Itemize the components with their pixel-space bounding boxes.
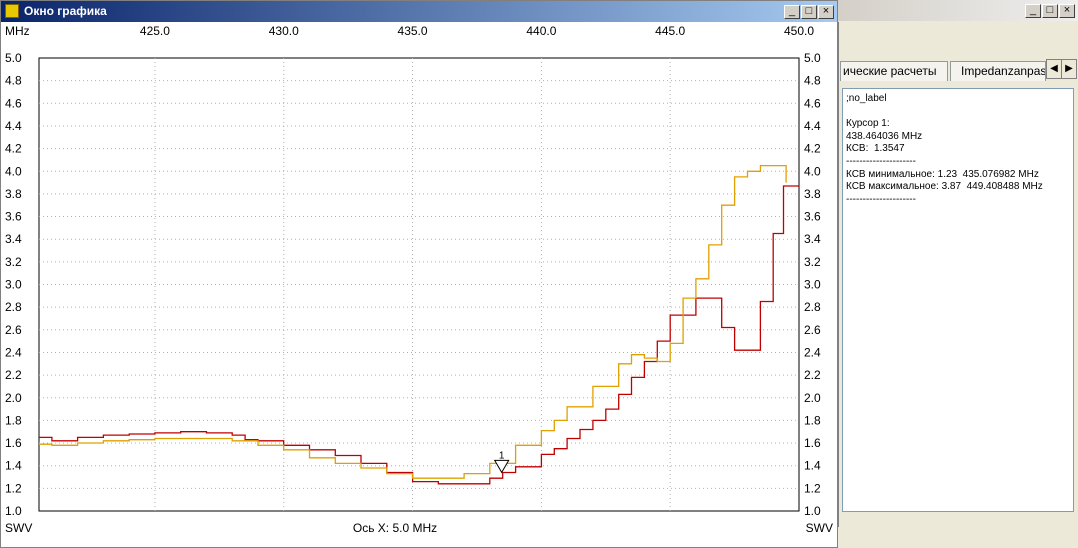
y-label-right: SWV [806, 521, 833, 535]
y-tick-label-left: 2.0 [5, 391, 22, 405]
y-tick-label-left: 2.2 [5, 368, 22, 382]
y-tick-label-left: 1.8 [5, 413, 22, 427]
y-tick-label-right: 2.6 [804, 323, 821, 337]
info-line: КСВ минимальное: 1.23 435.076982 MHz [846, 168, 1039, 180]
tab-scroll-right-icon[interactable]: ▶ [1061, 59, 1077, 79]
graph-window: Окно графика _ □ × 1.0 1.0 1.2 1.2 1.4 1.4 1.6… [0, 0, 838, 548]
y-tick-label-right: 1.6 [804, 436, 821, 450]
y-tick-label-right: 2.4 [804, 345, 821, 359]
x-tick-label: 450.0 [784, 24, 814, 38]
y-tick-label-left: 3.8 [5, 187, 22, 201]
y-tick-label-right: 4.0 [804, 164, 821, 178]
tab-strip: ические расчеты Impedanzanpas ◀ ▶ [840, 59, 1077, 81]
y-tick-label-right: 3.6 [804, 210, 821, 224]
y-tick-label-left: 4.2 [5, 142, 22, 156]
y-tick-label-left: 1.6 [5, 436, 22, 450]
x-tick-label: 445.0 [655, 24, 685, 38]
y-label-left: SWV [5, 521, 32, 535]
y-tick-label-right: 4.2 [804, 142, 821, 156]
y-tick-label-left: 4.4 [5, 119, 22, 133]
x-tick-label: 440.0 [526, 24, 556, 38]
y-tick-label-right: 2.8 [804, 300, 821, 314]
y-tick-label-left: 2.6 [5, 323, 22, 337]
x-tick-label: 425.0 [140, 24, 170, 38]
y-tick-label-right: 1.8 [804, 413, 821, 427]
y-tick-label-left: 1.0 [5, 504, 22, 518]
info-line: КСВ: 1.3547 [846, 143, 905, 155]
y-tick-label-left: 2.8 [5, 300, 22, 314]
y-tick-label-left: 3.2 [5, 255, 22, 269]
graph-window-title: Окно графика [24, 4, 107, 18]
y-tick-label-right: 4.8 [804, 74, 821, 88]
y-tick-label-right: 1.0 [804, 504, 821, 518]
y-tick-label-right: 3.2 [804, 255, 821, 269]
y-tick-label-right: 1.4 [804, 459, 821, 473]
side-window-titlebar[interactable]: _ □ × [838, 0, 1078, 21]
y-tick-label-left: 3.6 [5, 210, 22, 224]
y-tick-label-right: 1.2 [804, 481, 821, 495]
y-tick-label-left: 3.4 [5, 232, 22, 246]
info-line [846, 106, 1070, 119]
side-minimize-button[interactable]: _ [1025, 4, 1041, 18]
tab-calculations[interactable]: ические расчеты [840, 61, 948, 81]
y-tick-label-right: 3.4 [804, 232, 821, 246]
x-unit-label: MHz [5, 24, 30, 38]
y-tick-label-left: 1.4 [5, 459, 22, 473]
info-line: --------------------- [846, 193, 916, 205]
side-close-button[interactable]: × [1059, 4, 1075, 18]
info-line: КСВ максимальное: 3.87 449.408488 MHz [846, 181, 1043, 193]
tab-scroll-left-icon[interactable]: ◀ [1046, 59, 1062, 79]
maximize-button[interactable]: □ [801, 5, 817, 19]
y-tick-label-left: 5.0 [5, 51, 22, 65]
side-maximize-button[interactable]: □ [1042, 4, 1058, 18]
minimize-button[interactable]: _ [784, 5, 800, 19]
swr-chart[interactable]: 1.0 1.0 1.2 1.2 1.4 1.4 1.6 1.6 1.8 1.8 2.0 2.0 2.2 2… [1, 22, 837, 547]
info-line: --------------------- [846, 155, 916, 167]
graph-window-titlebar[interactable]: Окно графика _ □ × [1, 1, 837, 22]
y-tick-label-right: 4.6 [804, 96, 821, 110]
y-tick-label-right: 5.0 [804, 51, 821, 65]
x-axis-caption: Ось X: 5.0 MHz [353, 521, 437, 535]
cursor-label: 1 [499, 450, 505, 461]
y-tick-label-right: 2.0 [804, 391, 821, 405]
y-tick-label-right: 4.4 [804, 119, 821, 133]
info-text-box[interactable]: ;no_label Курсор 1: 438.464036 MHz КСВ: 1.3… [842, 88, 1074, 512]
y-tick-label-left: 4.6 [5, 96, 22, 110]
y-tick-label-right: 2.2 [804, 368, 821, 382]
y-tick-label-right: 3.0 [804, 278, 821, 292]
y-tick-label-left: 1.2 [5, 481, 22, 495]
y-tick-label-left: 2.4 [5, 345, 22, 359]
info-line: 438.464036 MHz [846, 130, 923, 142]
tab-impedance[interactable]: Impedanzanpas [950, 61, 1046, 81]
y-tick-label-left: 4.8 [5, 74, 22, 88]
close-button[interactable]: × [818, 5, 834, 19]
app-icon [5, 4, 19, 18]
series-line-2 [39, 164, 787, 479]
side-window: _ □ × ические расчеты Impedanzanpas ◀ ▶ … [838, 0, 1078, 548]
info-line: Курсор 1: [846, 118, 890, 130]
y-tick-label-left: 4.0 [5, 164, 22, 178]
chart-area[interactable]: 1.0 1.0 1.2 1.2 1.4 1.4 1.6 1.6 1.8 1.8 2.0 2.0 2.2 2… [1, 22, 837, 547]
y-tick-label-right: 3.8 [804, 187, 821, 201]
x-tick-label: 430.0 [269, 24, 299, 38]
cursor-marker[interactable] [493, 459, 510, 474]
y-tick-label-left: 3.0 [5, 278, 22, 292]
info-line: ;no_label [846, 93, 887, 104]
x-tick-label: 435.0 [398, 24, 428, 38]
